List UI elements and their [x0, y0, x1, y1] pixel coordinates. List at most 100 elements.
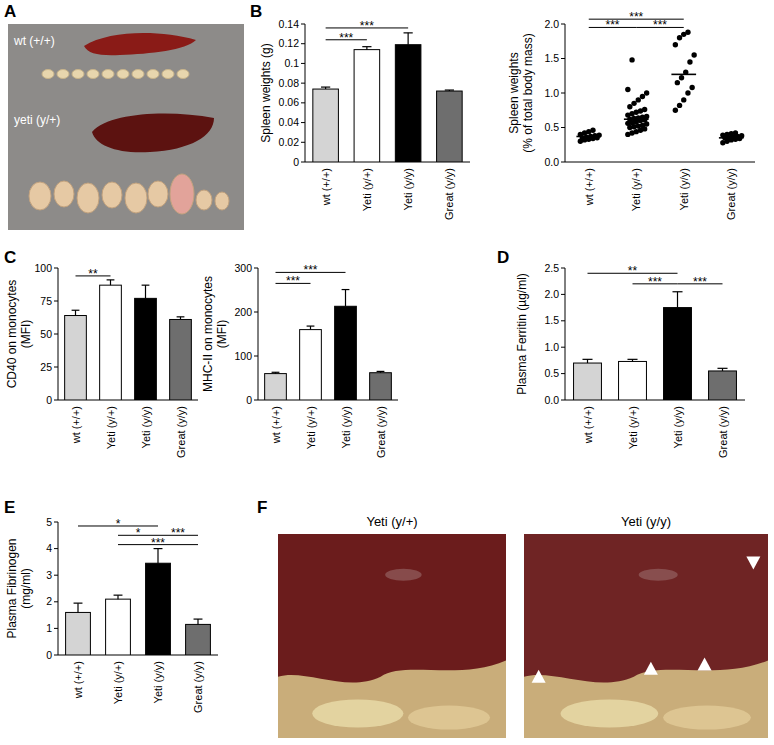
y-axis-label-line: (MFI)	[215, 320, 229, 349]
y-tick-label: 0.0	[544, 394, 559, 406]
significance-label: ***	[653, 18, 667, 32]
y-tick-label: 1	[46, 622, 52, 634]
significance-label: **	[88, 267, 98, 281]
y-tick-label: 0	[246, 394, 252, 406]
error-stem	[145, 285, 146, 298]
plot-area	[313, 33, 462, 162]
category-label: Yeti (y/+)	[112, 661, 124, 704]
y-tick	[561, 24, 565, 25]
plot-area	[265, 290, 392, 400]
category-label: Great (y/y)	[375, 406, 387, 458]
y-tick-label: 0.06	[279, 96, 300, 108]
intestine	[663, 706, 751, 730]
category-label: Great (y/y)	[175, 406, 187, 458]
y-tick	[301, 162, 305, 163]
category-label: Yeti (y/+)	[105, 406, 117, 449]
lymph-node	[72, 70, 84, 79]
y-tick	[301, 43, 305, 44]
bar	[619, 361, 647, 400]
significance-label: **	[628, 264, 638, 278]
point	[644, 114, 649, 119]
category-label: Great (y/y)	[443, 168, 455, 220]
y-tick-label: 1.5	[544, 52, 559, 64]
error-cap	[362, 46, 371, 47]
error-bar	[672, 292, 682, 308]
significance-label: ***	[339, 31, 353, 45]
y-tick-label: 2	[46, 595, 52, 607]
category-label: Yeti (y/+)	[627, 406, 639, 449]
point	[691, 52, 696, 57]
y-axis-label-line: (MFI)	[19, 320, 33, 349]
point	[590, 128, 595, 133]
y-axis-label: CD40 on monocytes(MFI)	[5, 280, 33, 389]
y-tick	[301, 122, 305, 123]
lymph-node	[102, 70, 114, 79]
error-stem	[197, 619, 198, 624]
error-stem	[75, 310, 76, 315]
photo-f: Yeti (y/+)	[278, 514, 506, 738]
bar	[300, 330, 322, 400]
y-tick-label: 0.0	[544, 156, 559, 168]
y-tick	[561, 268, 565, 269]
photo-background	[278, 534, 506, 738]
bar	[574, 363, 602, 400]
y-axis-label-line: Spleen weights	[507, 52, 521, 133]
chart: 0.00.51.01.52.02.5wt (+/+)Yeti (y/+)Yeti…	[515, 262, 745, 458]
photo-background	[8, 24, 244, 230]
y-tick-label: 0.02	[279, 136, 300, 148]
category-label: wt (+/+)	[70, 406, 82, 444]
category-label: wt (+/+)	[320, 168, 332, 206]
point	[631, 101, 636, 106]
lymph-node	[29, 182, 51, 210]
error-stem	[408, 33, 409, 45]
y-tick	[254, 356, 258, 357]
significance-label: *	[136, 526, 141, 540]
point	[642, 107, 647, 112]
chart: 0.00.51.01.52.0wt (+/+)Yeti (y/+)Yeti (y…	[507, 10, 755, 220]
error-stem	[677, 292, 678, 308]
mean-line	[719, 137, 744, 139]
category-label: Yeti (y/y)	[152, 661, 164, 703]
chart: 0100200300wt (+/+)Yeti (y/+)Yeti (y/y)Gr…	[201, 262, 398, 458]
arrowhead	[698, 658, 712, 671]
error-bar	[582, 359, 592, 363]
significance-label: ***	[303, 263, 317, 277]
liver	[278, 534, 506, 683]
error-bar	[377, 371, 385, 372]
bar	[437, 91, 463, 162]
y-tick-label: 5	[46, 516, 52, 528]
point	[685, 90, 690, 95]
error-cap	[377, 371, 385, 372]
bar	[135, 298, 157, 400]
y-tick	[301, 102, 305, 103]
y-tick	[561, 58, 565, 59]
panel-label: F	[257, 498, 267, 517]
lymph-node	[215, 192, 229, 210]
error-bar	[177, 317, 185, 320]
error-stem	[77, 603, 78, 612]
lymph-node	[42, 70, 54, 79]
point	[679, 75, 684, 80]
category-label: Yeti (y/+)	[630, 168, 642, 211]
y-tick	[301, 63, 305, 64]
bar	[335, 306, 357, 400]
y-tick	[561, 93, 565, 94]
panel-label: C	[4, 248, 16, 267]
y-tick-label: 100	[234, 350, 252, 362]
point	[677, 35, 682, 40]
arrowhead	[644, 662, 658, 675]
y-tick-label: 0.1	[284, 57, 299, 69]
arrowhead	[746, 557, 760, 570]
error-cap	[445, 89, 454, 90]
y-axis	[58, 522, 59, 655]
error-cap	[321, 86, 330, 87]
error-bar	[321, 87, 330, 89]
mean-line	[671, 74, 696, 76]
category-label: Great (y/y)	[717, 406, 729, 458]
chart: 0255075100wt (+/+)Yeti (y/+)Yeti (y/y)Gr…	[5, 262, 198, 458]
bar	[66, 612, 91, 655]
reflection	[385, 569, 421, 581]
y-tick	[54, 522, 58, 523]
y-tick-label: 1.0	[544, 341, 559, 353]
error-cap	[177, 316, 185, 317]
